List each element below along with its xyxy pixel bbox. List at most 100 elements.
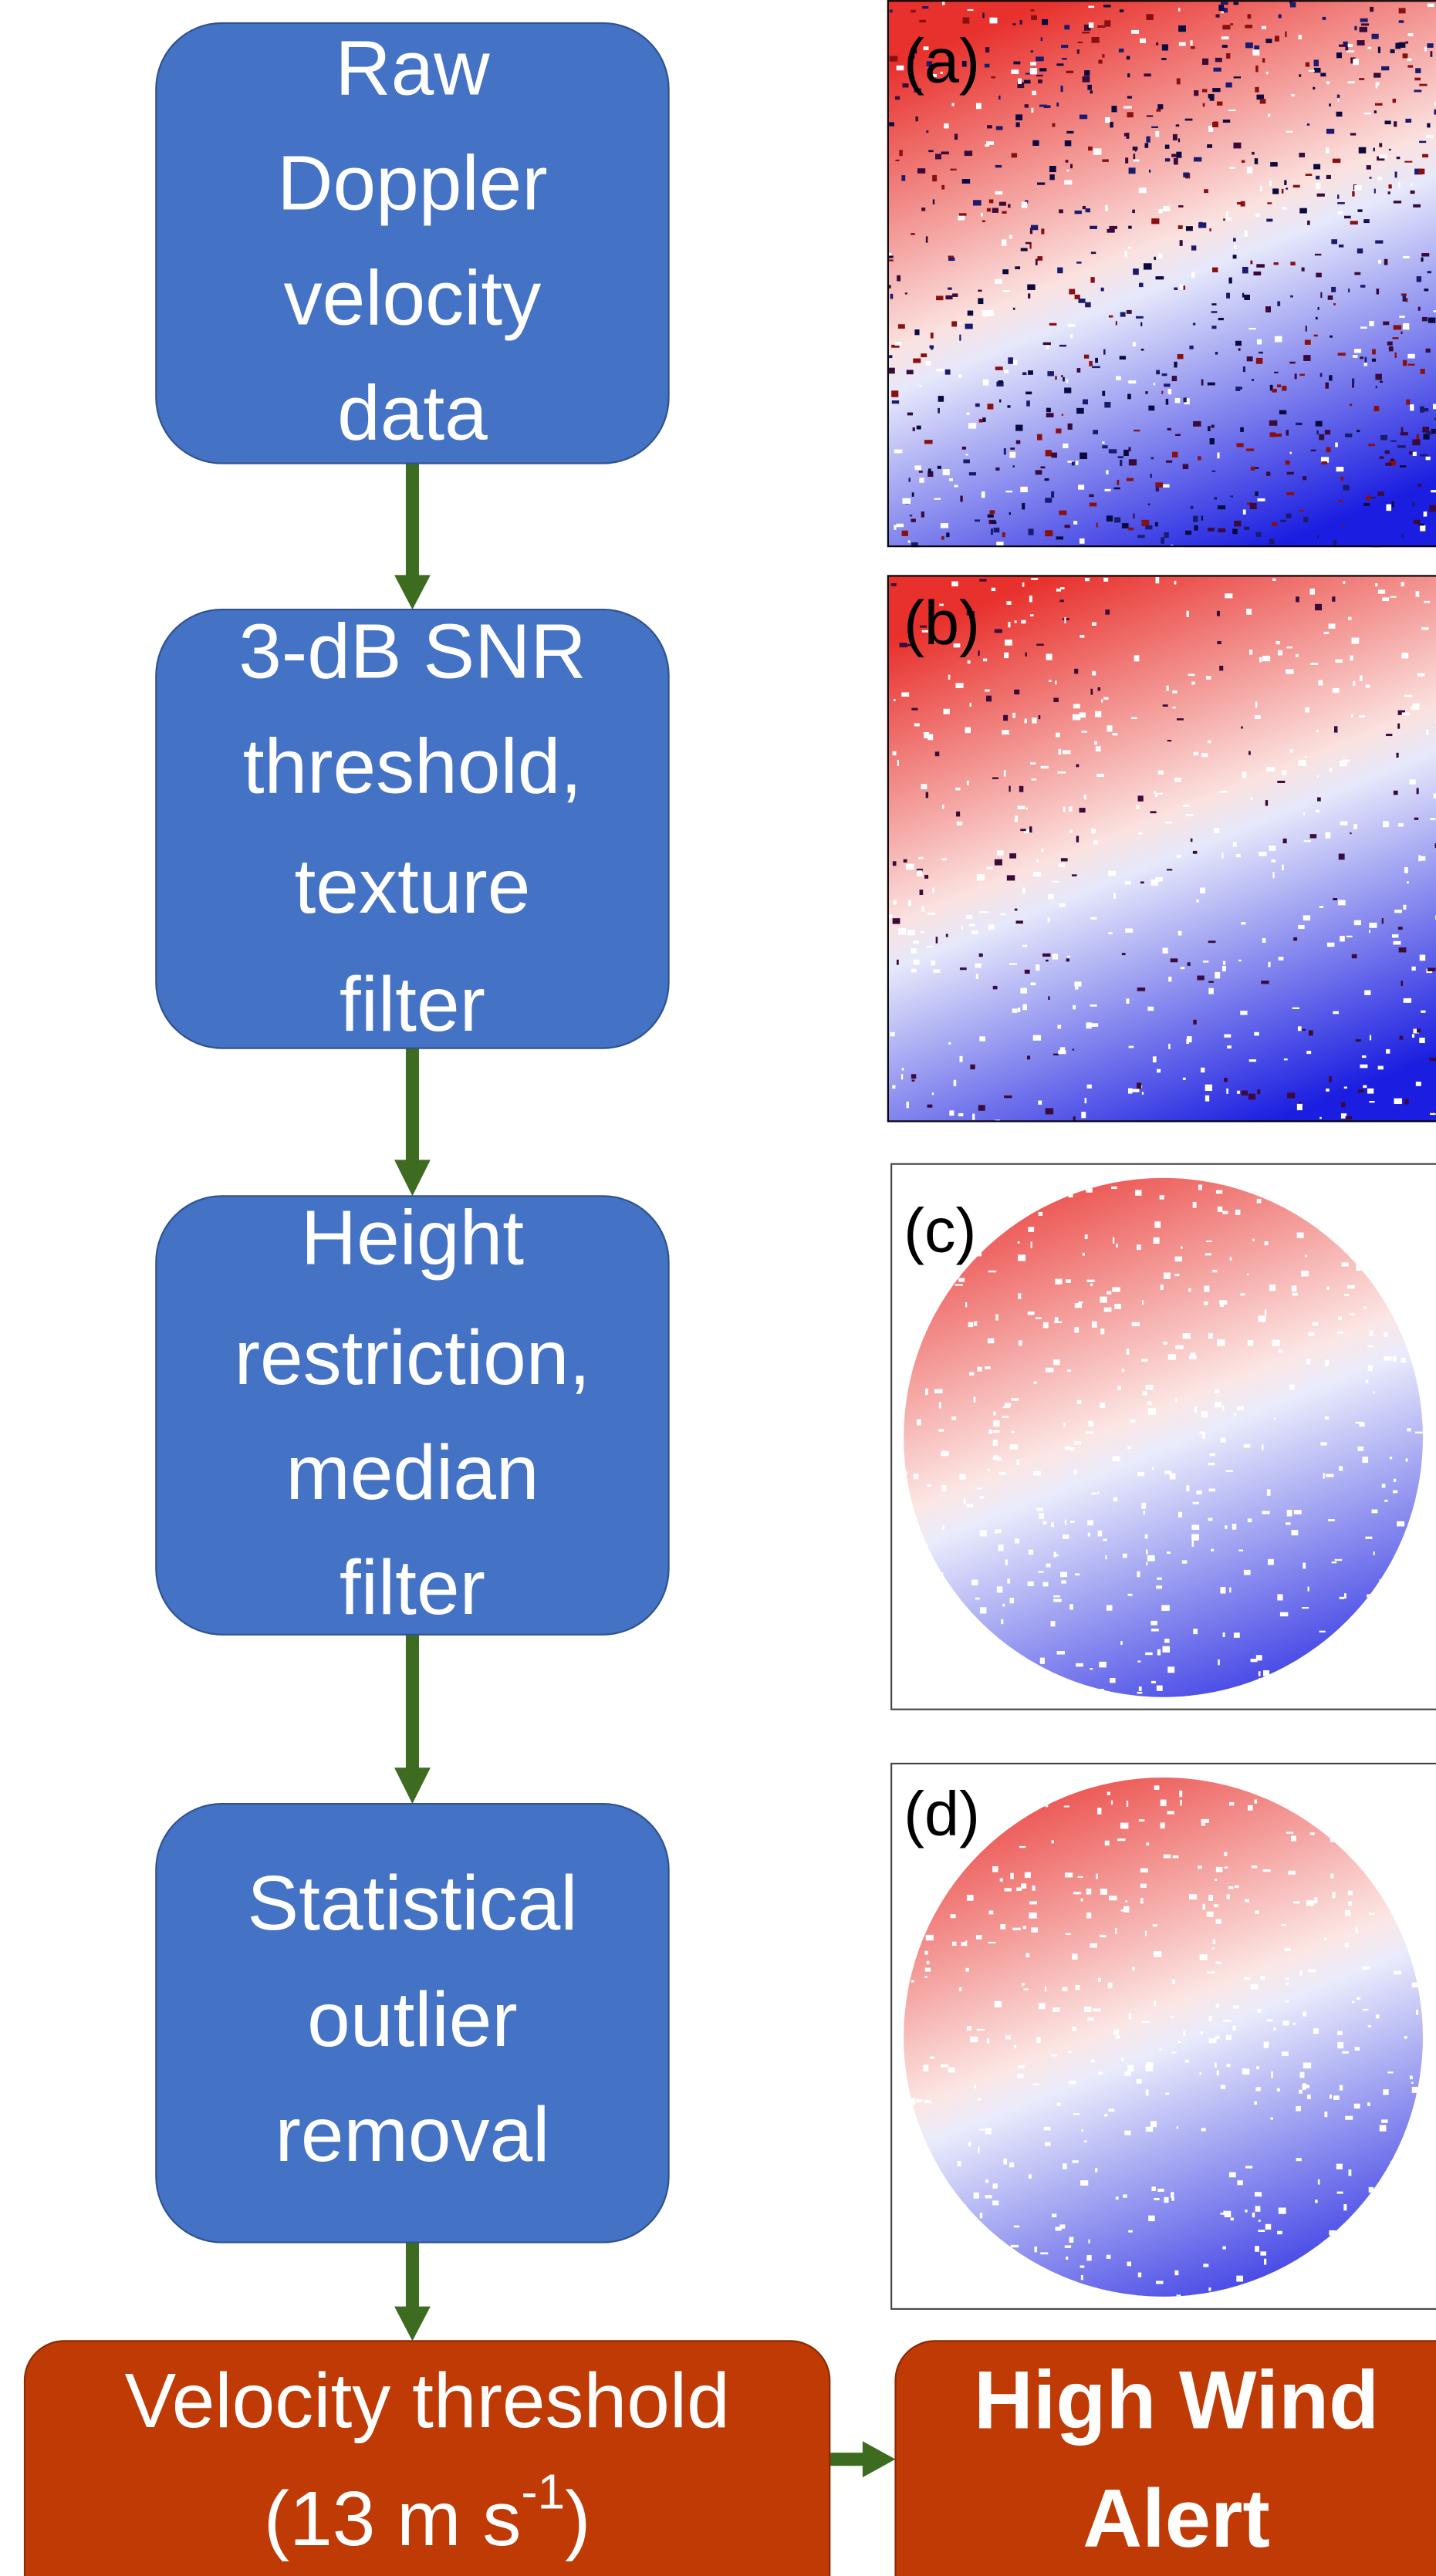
speckle [1155, 876, 1163, 882]
speckle [895, 96, 900, 100]
speckle [1010, 2244, 1019, 2248]
speckle [1158, 209, 1163, 214]
speckle [1050, 1522, 1054, 1528]
speckle [1181, 1560, 1188, 1564]
speckle [1074, 1573, 1080, 1576]
speckle [927, 468, 931, 473]
speckle [1331, 286, 1336, 292]
speckle [938, 1429, 944, 1432]
speckle [1406, 399, 1411, 405]
speckle [1096, 1808, 1102, 1815]
speckle [1272, 578, 1276, 582]
speckle [982, 220, 985, 223]
speckle [1100, 699, 1103, 703]
speckle [988, 1910, 994, 1915]
speckle [1003, 2158, 1008, 2165]
speckle [1384, 120, 1391, 125]
speckle [1156, 109, 1161, 112]
speckle [1207, 382, 1215, 386]
speckle [986, 866, 993, 869]
speckle [985, 1366, 991, 1369]
speckle [996, 542, 1004, 548]
speckle [1186, 1485, 1190, 1492]
speckle [1170, 2016, 1174, 2018]
speckle [1250, 1983, 1259, 1990]
speckle [894, 342, 902, 346]
speckle [1208, 2038, 1217, 2044]
speckle [1298, 2089, 1303, 2094]
speckle [955, 683, 964, 688]
speckle [1247, 1339, 1254, 1346]
speckle [934, 1389, 943, 1393]
speckle [1422, 427, 1430, 433]
speckle [1083, 2140, 1087, 2142]
speckle [982, 379, 989, 386]
speckle [1196, 899, 1199, 903]
speckle [1041, 228, 1045, 235]
speckle [1215, 1866, 1223, 1872]
speckle [944, 123, 949, 129]
speckle [982, 417, 986, 422]
speckle [1004, 1888, 1012, 1892]
speckle [1276, 640, 1280, 645]
speckle [1316, 272, 1322, 278]
speckle [1232, 1524, 1237, 1530]
speckle [909, 515, 913, 517]
speckle [1206, 1911, 1214, 1917]
speckle [1232, 2005, 1239, 2009]
speckle [901, 692, 910, 697]
speckle [1373, 1391, 1375, 1394]
speckle [1074, 1303, 1082, 1308]
radar-image [887, 0, 1436, 548]
speckle [1229, 1257, 1232, 1261]
speckle [1247, 14, 1252, 19]
panel-frame [887, 0, 1436, 548]
speckle [1102, 445, 1108, 449]
speckle [1029, 614, 1034, 616]
speckle [1109, 1896, 1117, 1901]
radar-image [904, 1778, 1423, 2297]
speckle [1030, 762, 1036, 765]
speckle [897, 275, 901, 282]
speckle [1217, 640, 1221, 645]
speckle [1309, 834, 1317, 839]
speckle [1156, 1585, 1163, 1589]
speckle [999, 1878, 1003, 1882]
speckle [912, 427, 915, 431]
speckle [1097, 25, 1106, 28]
speckle [998, 95, 1001, 100]
speckle [901, 530, 908, 536]
speckle [1059, 344, 1066, 347]
speckle [911, 1074, 917, 1079]
speckle [1199, 1431, 1204, 1434]
speckle [1359, 715, 1366, 717]
speckle [1434, 417, 1436, 420]
speckle [1251, 379, 1255, 381]
speckle [1103, 577, 1109, 582]
speckle [1112, 1287, 1120, 1292]
speckle [1190, 838, 1193, 842]
speckle [1337, 2031, 1343, 2035]
speckle [1215, 352, 1218, 355]
speckle [1191, 272, 1195, 278]
speckle [1422, 408, 1429, 412]
speckle [1296, 596, 1299, 603]
speckle [1397, 1521, 1405, 1527]
speckle [1248, 751, 1251, 755]
speckle [1329, 375, 1333, 381]
speckle [1208, 93, 1215, 99]
speckle [1016, 1459, 1020, 1466]
speckle [1225, 593, 1233, 599]
speckle [953, 1079, 957, 1086]
speckle [1277, 650, 1282, 656]
speckle [1414, 817, 1419, 820]
speckle [919, 19, 927, 23]
speckle [1176, 2126, 1178, 2129]
speckle [1430, 1112, 1436, 1116]
speckle [1040, 2252, 1049, 2255]
speckle [1341, 525, 1344, 528]
speckle [1045, 450, 1052, 457]
speckle [1173, 157, 1178, 165]
speckle [948, 1042, 951, 1045]
speckle [988, 1429, 993, 1434]
